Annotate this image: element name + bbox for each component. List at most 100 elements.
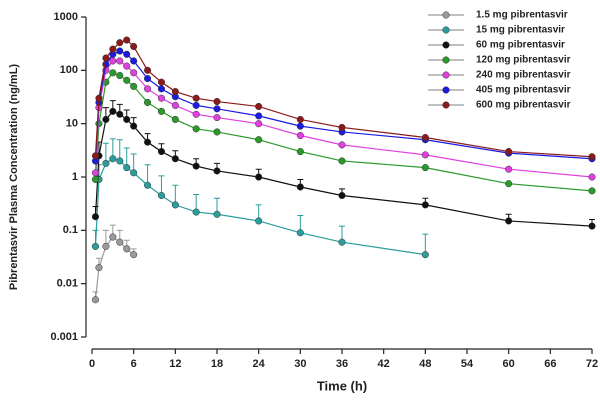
data-point: [130, 122, 138, 130]
data-point: [116, 39, 124, 47]
legend-label: 405 mg pibrentasvir: [476, 85, 571, 96]
y-tick-label: 0.01: [57, 278, 78, 290]
data-point: [116, 157, 124, 165]
data-point: [116, 47, 124, 55]
data-point: [116, 110, 124, 118]
legend-label: 15 mg pibrentasvir: [476, 25, 565, 36]
legend-label: 60 mg pibrentasvir: [476, 40, 565, 51]
data-point: [157, 94, 165, 102]
data-point: [171, 115, 179, 123]
data-point: [102, 242, 110, 250]
legend-marker: [442, 71, 450, 79]
data-point: [255, 120, 263, 128]
data-point: [171, 155, 179, 163]
data-point: [588, 173, 596, 181]
x-tick-label: 24: [253, 358, 266, 370]
data-point: [109, 45, 117, 53]
data-point: [102, 60, 110, 68]
data-point: [144, 66, 152, 74]
data-point: [255, 102, 263, 111]
data-point: [421, 251, 429, 259]
data-point: [192, 101, 200, 109]
legend-label: 600 mg pibrentasvir: [476, 100, 571, 111]
series-line: [94, 158, 426, 256]
data-point: [130, 57, 138, 65]
data-point: [130, 169, 138, 177]
data-point: [192, 208, 200, 216]
data-point: [213, 114, 221, 122]
data-point: [505, 217, 513, 225]
data-point: [213, 105, 221, 113]
data-point: [192, 110, 200, 118]
data-point: [588, 187, 596, 195]
legend-marker: [442, 11, 450, 19]
legend-label: 240 mg pibrentasvir: [476, 70, 571, 81]
data-point: [296, 148, 304, 156]
y-tick-label: 0.001: [50, 331, 78, 343]
data-point: [338, 191, 346, 200]
data-point: [296, 115, 304, 123]
y-tick-label: 0.1: [63, 224, 78, 236]
data-point: [296, 122, 304, 130]
data-point: [421, 164, 429, 172]
data-point: [157, 107, 165, 115]
data-point: [192, 125, 200, 133]
data-point: [255, 217, 263, 225]
x-tick-label: 48: [419, 358, 431, 370]
data-point: [123, 115, 131, 123]
data-point: [255, 136, 263, 144]
x-tick-label: 30: [294, 358, 306, 370]
data-point: [296, 183, 304, 191]
legend-marker: [442, 41, 450, 49]
data-point: [213, 167, 221, 175]
data-point: [95, 120, 103, 128]
data-point: [109, 69, 117, 77]
data-point: [144, 85, 152, 93]
x-tick-label: 42: [378, 358, 390, 370]
data-point: [296, 131, 304, 140]
data-point: [123, 164, 131, 172]
x-axis-label: Time (h): [317, 378, 367, 393]
data-point: [116, 57, 124, 65]
data-point: [588, 222, 596, 230]
data-point: [95, 264, 103, 272]
data-point: [157, 191, 165, 200]
y-tick-label: 100: [60, 64, 78, 76]
data-point: [123, 50, 131, 58]
data-point: [213, 97, 221, 106]
x-tick-label: 66: [544, 358, 556, 370]
data-point: [91, 213, 100, 221]
data-point: [130, 69, 138, 77]
y-tick-label: 1000: [54, 11, 78, 23]
data-point: [123, 76, 131, 84]
data-point: [144, 138, 152, 146]
data-point: [338, 157, 346, 165]
data-point: [130, 42, 138, 51]
data-point: [588, 153, 596, 161]
x-tick-label: 36: [336, 358, 348, 370]
data-point: [91, 296, 100, 304]
data-point: [109, 155, 117, 163]
data-point: [213, 128, 221, 136]
data-point: [421, 133, 429, 142]
legend-marker: [442, 86, 450, 94]
data-point: [171, 101, 179, 109]
data-point: [171, 201, 179, 209]
data-point: [255, 173, 263, 181]
data-point: [109, 107, 117, 115]
data-point: [130, 251, 138, 259]
x-tick-label: 6: [131, 358, 137, 370]
y-axis-label: Pibrentasvir Plasma Concentration (ng/mL…: [8, 64, 20, 290]
x-tick-label: 72: [586, 358, 598, 370]
data-point: [296, 229, 304, 237]
x-tick-label: 18: [211, 358, 223, 370]
data-point: [421, 201, 429, 209]
data-point: [421, 151, 429, 159]
legend-marker: [442, 26, 450, 34]
y-tick-label: 1: [72, 171, 78, 183]
data-point: [123, 62, 131, 70]
y-tick-label: 10: [66, 118, 78, 130]
data-point: [505, 165, 513, 173]
data-point: [102, 115, 110, 123]
